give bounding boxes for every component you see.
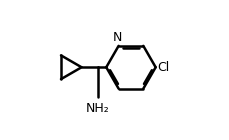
Text: Cl: Cl (158, 61, 170, 74)
Text: N: N (113, 32, 122, 45)
Text: NH₂: NH₂ (86, 102, 110, 115)
